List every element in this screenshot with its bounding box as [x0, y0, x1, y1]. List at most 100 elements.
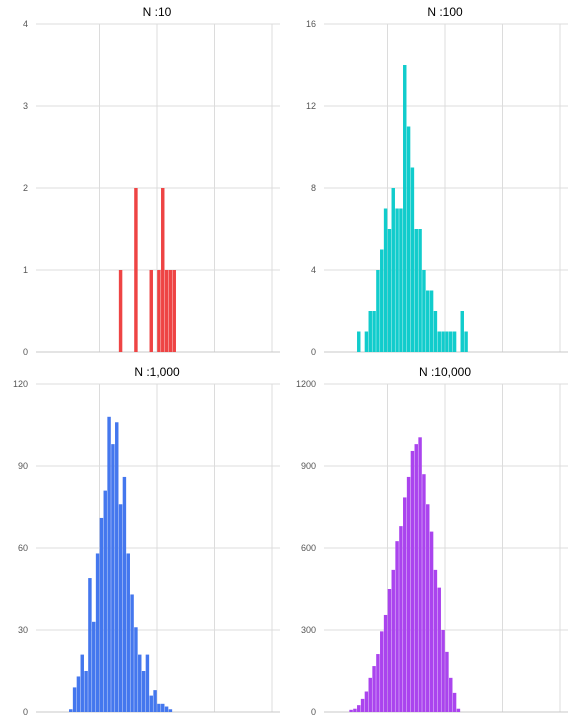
y-tick-label: 30	[18, 625, 28, 635]
histogram-bar	[399, 526, 402, 712]
y-tick-label: 120	[13, 379, 28, 389]
histogram-bar	[388, 229, 391, 352]
histogram-bar	[161, 704, 164, 712]
histogram-bar	[407, 127, 410, 353]
histogram-bar	[399, 209, 402, 353]
histogram-bar	[157, 270, 160, 352]
y-tick-label: 300	[301, 625, 316, 635]
histogram-bar	[138, 655, 141, 712]
y-tick-label: 90	[18, 461, 28, 471]
y-tick-label: 60	[18, 543, 28, 553]
y-tick-label: 1	[23, 265, 28, 275]
histogram-bar	[426, 504, 429, 712]
histogram-bar	[107, 417, 110, 712]
histogram-bar	[119, 270, 122, 352]
histogram-bar	[418, 437, 421, 712]
histogram-bar	[430, 532, 433, 712]
histogram-bar	[100, 518, 103, 712]
histogram-bar	[392, 188, 395, 352]
histogram-bar	[430, 291, 433, 353]
histogram-bar	[146, 655, 149, 712]
y-tick-label: 0	[311, 707, 316, 717]
histogram-bar	[357, 332, 360, 353]
histogram-bar	[380, 631, 383, 712]
histogram-bar	[426, 291, 429, 353]
histogram-bar	[161, 188, 164, 352]
histogram-bar	[92, 622, 95, 712]
histogram-bar	[365, 692, 368, 713]
histogram-bar	[153, 690, 156, 712]
histogram-bar	[173, 270, 176, 352]
histogram-bar	[464, 332, 467, 353]
histogram-bar	[449, 332, 452, 353]
y-tick-label: 0	[23, 707, 28, 717]
chart-panel-4: 0 300 600 900 1200 N :10,000	[296, 365, 568, 717]
y-tick-label: 1200	[296, 379, 316, 389]
histogram-bar	[415, 444, 418, 712]
histogram-bar	[445, 652, 448, 712]
histogram-bar	[134, 627, 137, 712]
y-tick-label: 12	[306, 101, 316, 111]
histogram-bar	[441, 630, 444, 712]
histogram-bar	[127, 553, 130, 712]
histogram-bar	[77, 676, 80, 712]
histogram-bar	[384, 615, 387, 712]
histogram-bar	[119, 504, 122, 712]
histogram-bar	[84, 671, 87, 712]
histogram-bar	[441, 332, 444, 353]
histogram-bar	[169, 709, 172, 712]
histogram-bar	[361, 699, 364, 712]
histogram-bar	[453, 332, 456, 353]
histogram-bar	[380, 250, 383, 353]
histogram-bar	[150, 696, 153, 712]
histogram-bar	[418, 229, 421, 352]
y-tick-label: 4	[23, 19, 28, 29]
histogram-bar	[395, 209, 398, 353]
y-tick-label: 0	[23, 347, 28, 357]
histogram-bar	[169, 270, 172, 352]
histogram-bar	[372, 666, 375, 712]
histogram-bar	[457, 709, 460, 712]
histogram-bar	[81, 655, 84, 712]
chart-title: N :1,000	[134, 365, 180, 379]
chart-panel-3: 0 30 60 90 120 N :1,000	[13, 365, 280, 717]
histogram-bar	[434, 311, 437, 352]
histogram-bar	[165, 707, 168, 712]
histogram-bar	[438, 332, 441, 353]
histogram-bar	[434, 570, 437, 712]
histogram-bar	[388, 589, 391, 712]
histogram-bar	[357, 705, 360, 712]
histogram-bar	[395, 541, 398, 712]
histogram-bar	[111, 444, 114, 712]
histogram-bar	[165, 270, 168, 352]
histogram-bar	[115, 422, 118, 712]
histogram-bar	[445, 332, 448, 353]
y-tick-label: 600	[301, 543, 316, 553]
histogram-bar	[403, 65, 406, 352]
histogram-bar	[392, 570, 395, 712]
histogram-bar	[365, 332, 368, 353]
histogram-bar	[415, 229, 418, 352]
histogram-bar	[411, 451, 414, 712]
histogram-bar	[403, 497, 406, 712]
chart-title: N :10,000	[419, 365, 471, 379]
y-tick-label: 16	[306, 19, 316, 29]
histogram-bar	[88, 578, 91, 712]
chart-title: N :100	[427, 5, 463, 19]
chart-panel-2: 0 4 8 12 16 N :100	[306, 5, 568, 357]
histogram-bar	[104, 491, 107, 712]
chart-panel-1: 0 1 2 3 4 N :10	[23, 5, 280, 357]
histogram-bar	[150, 270, 153, 352]
histogram-bar	[130, 594, 133, 712]
y-tick-label: 8	[311, 183, 316, 193]
histogram-bar	[69, 709, 72, 712]
histogram-bar	[438, 588, 441, 712]
y-tick-label: 2	[23, 183, 28, 193]
histogram-bar	[369, 678, 372, 712]
histogram-bar	[461, 311, 464, 352]
histogram-bar	[453, 693, 456, 712]
histogram-bar	[407, 477, 410, 712]
histogram-bar	[123, 477, 126, 712]
y-tick-label: 3	[23, 101, 28, 111]
